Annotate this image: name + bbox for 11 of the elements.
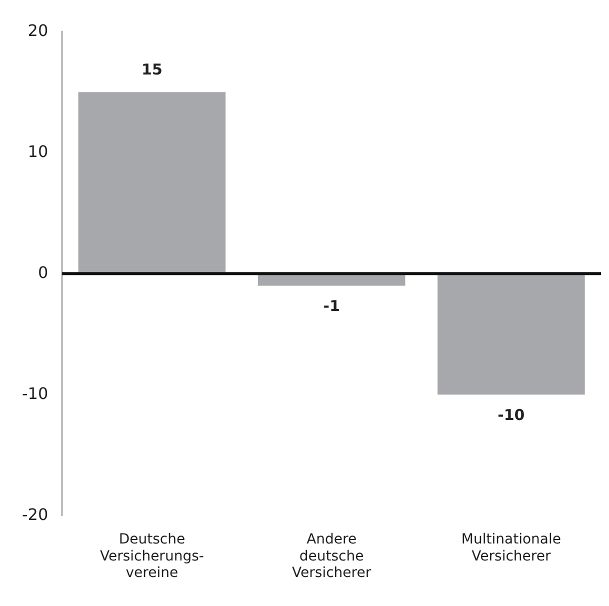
data-label: 15	[142, 60, 162, 78]
y-tick-label: -20	[22, 504, 48, 524]
x-tick-label: Andere deutsche Versicherer	[292, 532, 372, 582]
y-tick-label: -10	[22, 384, 48, 403]
x-tick-label: Multinationale Versicherer	[461, 532, 561, 564]
data-label: -10	[498, 406, 525, 424]
y-tick-label: 0	[38, 262, 48, 282]
y-tick-label: 10	[28, 142, 48, 161]
x-tick-label: Deutsche Versicherungs- vereine	[100, 532, 204, 582]
y-tick-label: 20	[28, 20, 48, 40]
data-label: -1	[323, 297, 340, 316]
